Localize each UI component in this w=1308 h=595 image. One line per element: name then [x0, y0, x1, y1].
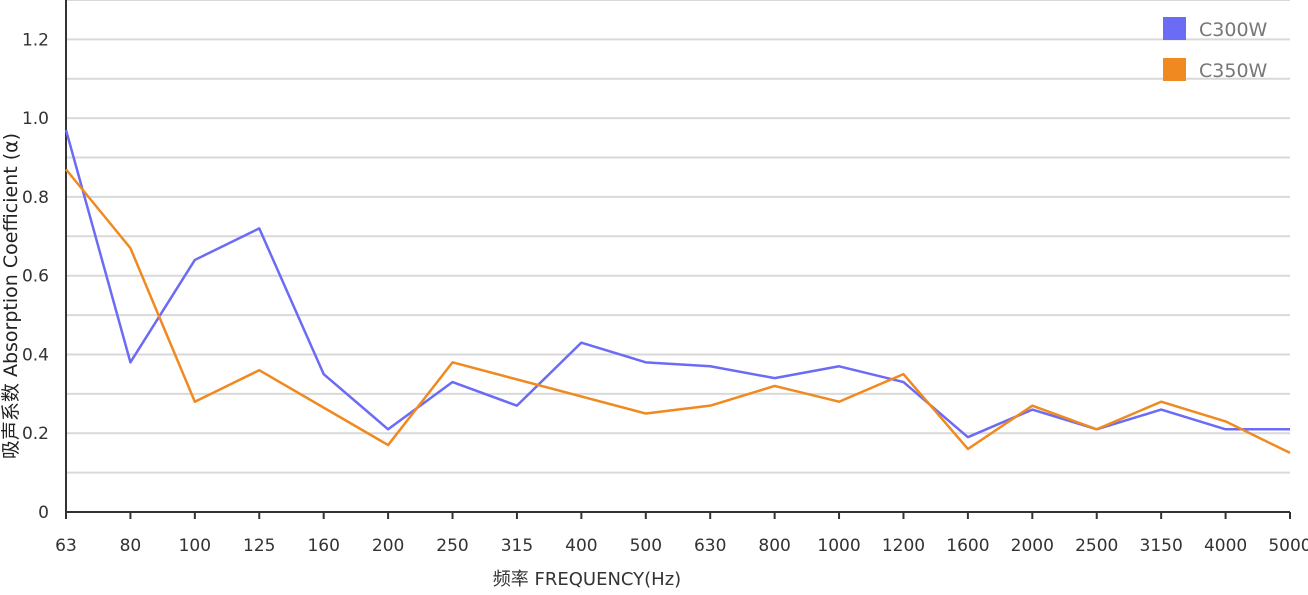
y-tick-label: 0 [38, 503, 49, 523]
x-tick-label: 4000 [1204, 536, 1247, 556]
legend-swatch [1163, 17, 1186, 40]
x-tick-label: 5000 [1268, 536, 1308, 556]
grid-lines [66, 0, 1290, 473]
legend: C300W C350W [1163, 17, 1268, 82]
y-tick-label: 0.8 [22, 188, 49, 208]
x-tick-label: 160 [307, 536, 339, 556]
y-tick-label: 0.6 [22, 267, 49, 287]
x-tick-label: 1000 [817, 536, 860, 556]
series-lines [66, 130, 1290, 453]
x-axis-title: 频率 FREQUENCY(Hz) [493, 569, 681, 590]
legend-label: C350W [1199, 60, 1268, 82]
x-tick-label: 100 [179, 536, 211, 556]
axes [66, 0, 1290, 512]
y-axis-title: 吸声系数 Absorption Coefficient (α) [0, 133, 22, 459]
y-tick-label: 1.0 [22, 109, 49, 129]
y-tick-label: 0.2 [22, 424, 49, 444]
y-tick-labels: 0 0.2 0.4 0.6 0.8 1.0 1.2 [22, 30, 49, 523]
x-tick-label: 315 [501, 536, 533, 556]
x-tick-label: 125 [243, 536, 275, 556]
x-tick-label: 1600 [946, 536, 989, 556]
x-tick-label: 800 [758, 536, 790, 556]
x-tick-label: 500 [630, 536, 662, 556]
x-tick-label: 1200 [882, 536, 925, 556]
x-tick-label: 2500 [1075, 536, 1118, 556]
x-tick-label: 2000 [1011, 536, 1054, 556]
x-tick-label: 3150 [1140, 536, 1183, 556]
y-tick-label: 0.4 [22, 345, 49, 365]
x-tick-label: 80 [120, 536, 142, 556]
x-tick-label: 200 [372, 536, 404, 556]
y-tick-label: 1.2 [22, 30, 49, 50]
x-tick-label: 250 [436, 536, 468, 556]
legend-swatch [1163, 58, 1186, 81]
legend-label: C300W [1199, 19, 1268, 41]
series-line-c350w [66, 169, 1290, 453]
x-tick-label: 400 [565, 536, 597, 556]
series-line-c300w [66, 130, 1290, 437]
x-tick-label: 63 [55, 536, 77, 556]
x-tick-label: 630 [694, 536, 726, 556]
x-tick-labels: 63 80 100 125 160 200 250 315 400 500 630 800 1000 12… [55, 512, 1308, 556]
